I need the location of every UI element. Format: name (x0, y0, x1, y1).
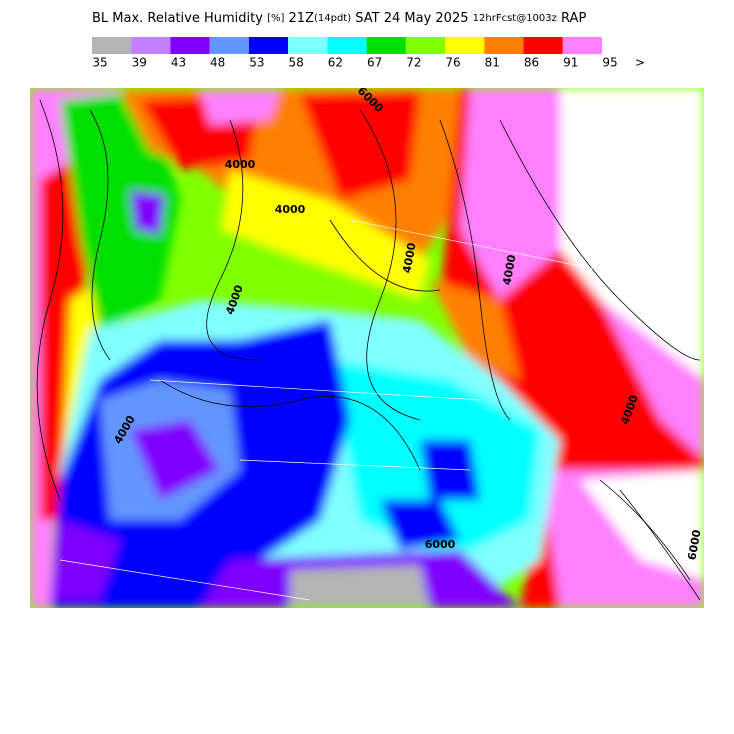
legend-swatch (327, 37, 367, 54)
title-units: [%] (267, 13, 284, 24)
legend-swatch (288, 37, 328, 54)
legend-swatch (445, 37, 485, 54)
legend-label: 43 (171, 56, 186, 70)
title: BL Max. Relative Humidity [%] 21Z(14pdt)… (92, 11, 586, 26)
title-local: (14pdt) (314, 13, 351, 24)
title-forecast: 12hrFcst@1003z (473, 13, 557, 24)
legend-label: 58 (289, 56, 304, 70)
legend-swatch (405, 37, 446, 54)
legend-swatch (209, 37, 249, 54)
contour-label: 4000 (275, 203, 306, 216)
legend-swatch (366, 37, 406, 54)
legend-swatch (170, 37, 210, 54)
legend-swatch (92, 37, 132, 54)
legend-swatch (562, 37, 602, 54)
legend-label: 76 (445, 56, 460, 70)
contour-label: 6000 (425, 538, 456, 551)
legend-label: 39 (132, 56, 147, 70)
legend-label: 53 (249, 56, 264, 70)
title-date: SAT 24 May 2025 (355, 11, 468, 26)
title-main: BL Max. Relative Humidity (92, 11, 263, 26)
title-time: 21Z (289, 11, 315, 26)
contour-label: 4000 (225, 158, 256, 171)
legend-label: 86 (524, 56, 539, 70)
title-model: RAP (561, 11, 586, 26)
legend-label: 62 (328, 56, 343, 70)
legend-label: 35 (92, 56, 107, 70)
legend-label: 81 (485, 56, 500, 70)
legend-swatch (523, 37, 563, 54)
contour-label: 4000 (400, 241, 418, 274)
contour-label: 4000 (500, 253, 518, 286)
legend-label: 72 (406, 56, 421, 70)
legend-label: 67 (367, 56, 382, 70)
legend-label: 95 (602, 56, 617, 70)
color-legend: 35 39 43 48 53 58 62 67 72 76 81 86 91 95 > (92, 37, 645, 70)
legend-swatch (131, 37, 171, 54)
legend-label: 91 (563, 56, 578, 70)
legend-overflow: > (635, 56, 645, 70)
legend-swatch (484, 37, 524, 54)
contour-label: 6000 (685, 528, 703, 561)
legend-swatch (248, 37, 289, 54)
legend-label: 48 (210, 56, 225, 70)
